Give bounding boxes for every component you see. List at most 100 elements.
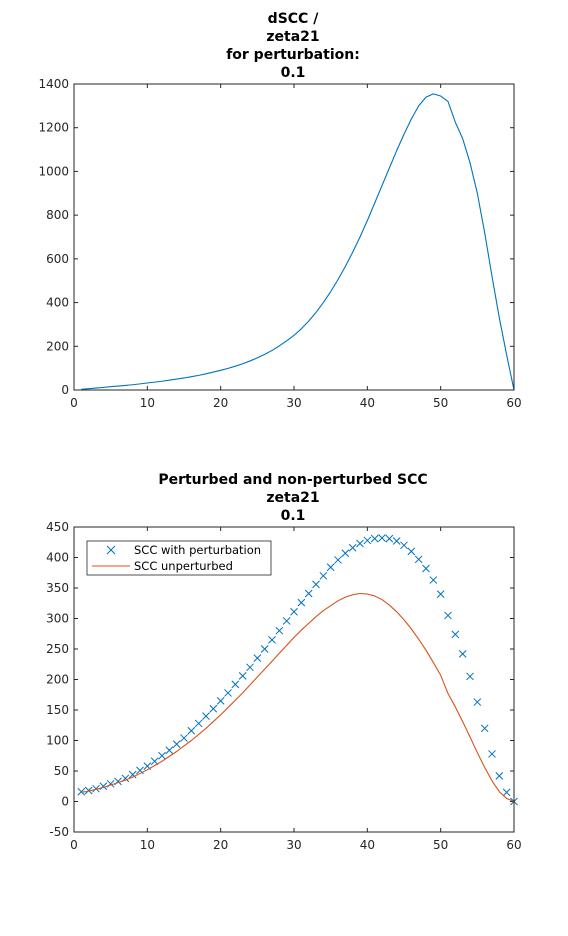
x-tick-label: 40 xyxy=(360,838,375,852)
chart-2: Perturbed and non-perturbed SCC zeta21 0… xyxy=(46,472,522,852)
y-tick-label: 100 xyxy=(46,734,69,748)
legend-marker-x-icon xyxy=(106,545,116,555)
data-point-marker xyxy=(451,630,460,639)
data-point-marker xyxy=(290,607,298,616)
y-tick-label: 250 xyxy=(46,642,69,656)
data-point-marker xyxy=(224,689,232,697)
x-tick-label: 10 xyxy=(140,396,155,410)
data-point-marker xyxy=(422,564,430,573)
y-tick-label: 1400 xyxy=(38,77,69,91)
data-point-marker xyxy=(473,698,482,706)
y-tick-label: 400 xyxy=(46,296,69,310)
data-point-marker xyxy=(378,534,386,542)
data-point-marker xyxy=(502,788,511,797)
legend-entry-unperturbed: SCC unperturbed xyxy=(134,559,233,573)
y-tick-label: 1200 xyxy=(38,121,69,135)
data-point-marker xyxy=(128,770,137,779)
x-tick-label: 60 xyxy=(506,396,521,410)
x-tick-label: 0 xyxy=(70,838,78,852)
data-point-marker xyxy=(407,547,416,556)
y-tick-label: -50 xyxy=(49,825,69,839)
data-point-marker xyxy=(326,563,335,572)
y-tick-label: 300 xyxy=(46,612,69,626)
y-tick-label: 600 xyxy=(46,252,69,266)
data-point-marker xyxy=(231,680,240,689)
data-point-marker xyxy=(158,751,166,760)
legend-entry-perturbed: SCC with perturbation xyxy=(134,543,261,557)
data-point-marker xyxy=(172,740,181,749)
y-tick-label: 1000 xyxy=(38,164,69,178)
data-point-marker xyxy=(312,580,320,589)
series-line-1 xyxy=(81,592,515,803)
data-point-marker xyxy=(238,671,247,680)
x-tick-label: 20 xyxy=(213,396,228,410)
data-point-marker xyxy=(260,645,269,653)
data-point-marker xyxy=(77,787,86,796)
data-point-marker xyxy=(348,543,357,552)
data-point-marker xyxy=(282,617,291,625)
data-point-marker xyxy=(253,654,262,663)
chart-2-legend: SCC with perturbation SCC unperturbed xyxy=(86,540,272,576)
data-point-marker xyxy=(480,724,489,733)
series-line-0 xyxy=(81,93,515,391)
chart-1-axes-box xyxy=(73,83,515,391)
y-tick-label: 200 xyxy=(46,339,69,353)
data-point-marker xyxy=(341,549,350,558)
data-point-marker xyxy=(495,772,504,780)
data-point-marker xyxy=(363,536,372,545)
x-tick-label: 60 xyxy=(506,838,521,852)
x-tick-label: 20 xyxy=(213,838,228,852)
data-point-marker xyxy=(165,746,174,755)
data-point-marker xyxy=(370,534,379,543)
data-point-marker xyxy=(319,571,328,580)
legend-box xyxy=(86,540,272,576)
chart-1-title-line-1: dSCC / xyxy=(268,11,320,27)
chart-2-title-line-1: Perturbed and non-perturbed SCC xyxy=(158,472,427,488)
data-point-marker xyxy=(304,589,313,598)
x-tick-label: 30 xyxy=(286,838,301,852)
data-point-marker xyxy=(444,611,452,620)
chart-1-series xyxy=(81,93,515,391)
x-tick-label: 40 xyxy=(360,396,375,410)
chart-1-title-line-4: 0.1 xyxy=(281,65,306,81)
data-point-marker xyxy=(187,726,196,735)
data-point-marker xyxy=(400,541,408,550)
y-tick-label: 350 xyxy=(46,581,69,595)
chart-1-title-line-3: for perturbation: xyxy=(226,47,360,63)
data-point-marker xyxy=(356,539,364,548)
x-tick-label: 10 xyxy=(140,838,155,852)
data-point-marker xyxy=(429,576,438,584)
data-point-marker xyxy=(275,626,284,635)
data-point-marker xyxy=(392,537,401,545)
data-point-marker xyxy=(194,719,203,728)
data-point-marker xyxy=(246,663,254,672)
y-tick-label: 50 xyxy=(54,764,69,778)
data-point-marker xyxy=(92,784,100,793)
data-point-marker xyxy=(84,786,93,795)
data-point-marker xyxy=(297,598,306,607)
data-point-marker xyxy=(216,696,225,705)
y-tick-label: 150 xyxy=(46,703,69,717)
x-tick-label: 50 xyxy=(433,838,448,852)
x-tick-label: 0 xyxy=(70,396,78,410)
y-tick-label: 400 xyxy=(46,551,69,565)
chart-2-ticks: 0 10 20 30 40 50 60-50050100150200250300350400… xyxy=(46,520,522,852)
data-point-marker xyxy=(488,750,496,758)
data-point-marker xyxy=(436,590,445,598)
chart-1-title-line-2: zeta21 xyxy=(266,29,319,45)
data-point-marker xyxy=(268,635,276,644)
data-point-marker xyxy=(334,556,342,564)
chart-2-title-line-3: 0.1 xyxy=(281,508,306,524)
y-tick-label: 0 xyxy=(61,795,69,809)
x-tick-label: 30 xyxy=(286,396,301,410)
data-point-marker xyxy=(180,734,188,742)
chart-2-axes-box xyxy=(73,526,515,833)
data-point-marker xyxy=(414,555,423,564)
y-tick-label: 450 xyxy=(46,520,69,534)
data-point-marker xyxy=(209,704,218,713)
chart-2-series xyxy=(77,534,518,806)
data-point-marker xyxy=(202,712,210,720)
data-point-marker xyxy=(458,650,467,658)
